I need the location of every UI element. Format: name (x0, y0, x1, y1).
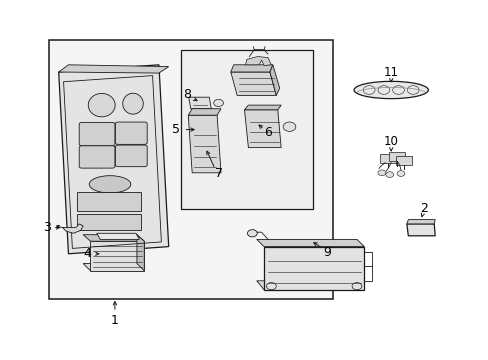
Polygon shape (244, 110, 281, 148)
Text: 7: 7 (214, 167, 222, 180)
FancyBboxPatch shape (115, 122, 147, 144)
Text: 1: 1 (111, 314, 119, 327)
Ellipse shape (88, 94, 115, 117)
Polygon shape (62, 224, 83, 233)
Polygon shape (83, 235, 144, 241)
Polygon shape (137, 235, 144, 271)
Circle shape (377, 170, 385, 176)
Polygon shape (264, 247, 364, 290)
Polygon shape (59, 65, 168, 254)
Ellipse shape (353, 81, 427, 99)
Bar (49, 40, 332, 299)
Polygon shape (395, 156, 411, 165)
FancyBboxPatch shape (79, 146, 115, 168)
Circle shape (385, 172, 393, 177)
Circle shape (247, 230, 257, 237)
Text: 9: 9 (323, 246, 331, 259)
Circle shape (396, 171, 404, 176)
Polygon shape (256, 239, 364, 247)
Bar (77, 192, 141, 211)
Polygon shape (388, 152, 404, 161)
Polygon shape (83, 264, 144, 271)
Polygon shape (59, 65, 168, 73)
Circle shape (283, 122, 295, 131)
Polygon shape (230, 72, 276, 95)
Polygon shape (380, 154, 395, 163)
Polygon shape (230, 65, 272, 72)
Polygon shape (90, 241, 144, 271)
Polygon shape (269, 65, 279, 95)
FancyBboxPatch shape (79, 122, 115, 146)
Polygon shape (188, 109, 221, 115)
Text: 4: 4 (83, 247, 91, 260)
Polygon shape (244, 105, 281, 110)
Text: 2: 2 (420, 202, 427, 215)
Polygon shape (256, 281, 364, 290)
Polygon shape (188, 97, 211, 109)
Polygon shape (245, 57, 271, 66)
Text: 10: 10 (383, 135, 398, 148)
Circle shape (213, 99, 223, 107)
Ellipse shape (89, 176, 131, 193)
Polygon shape (406, 224, 434, 236)
Ellipse shape (122, 93, 143, 114)
Text: 8: 8 (183, 88, 191, 101)
Text: 5: 5 (172, 123, 180, 136)
Polygon shape (97, 233, 139, 239)
Text: 3: 3 (43, 221, 51, 234)
Text: 6: 6 (264, 126, 271, 139)
FancyBboxPatch shape (115, 145, 147, 167)
Polygon shape (188, 115, 221, 173)
Bar (77, 214, 141, 230)
Polygon shape (406, 220, 434, 224)
Text: 11: 11 (383, 66, 398, 79)
Bar (181, 50, 312, 209)
